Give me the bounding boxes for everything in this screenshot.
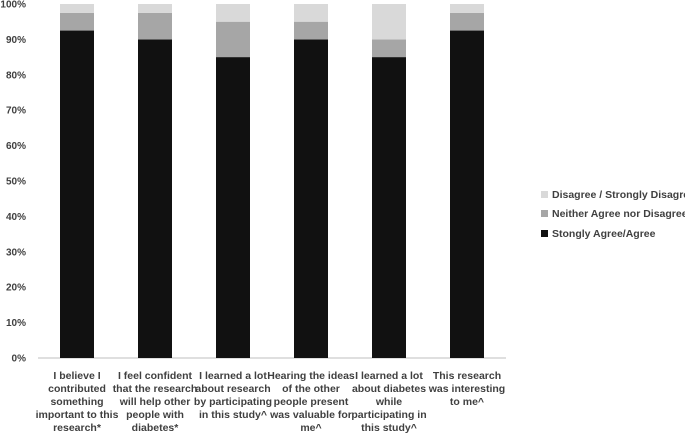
y-tick-label: 30% xyxy=(6,247,26,258)
y-tick-label: 60% xyxy=(6,141,26,152)
x-category-label: I learned a lot about research by particip… xyxy=(194,370,272,421)
bars xyxy=(60,4,484,359)
bar-segment xyxy=(60,12,94,31)
legend-swatch xyxy=(541,210,548,217)
y-tick-label: 100% xyxy=(0,0,26,11)
x-category-label: I feel confident that the research will he… xyxy=(113,370,198,434)
bar-segment xyxy=(216,4,250,22)
bar-segment xyxy=(294,39,328,359)
bar-segment xyxy=(60,30,94,359)
x-category-label: Hearing the ideas of the other people pres… xyxy=(267,370,355,434)
y-tick-label: 50% xyxy=(6,177,26,188)
y-tick-label: 90% xyxy=(6,35,26,46)
bar-segment xyxy=(294,21,328,40)
bar-segment xyxy=(450,4,484,13)
y-tick-label: 80% xyxy=(6,70,26,81)
legend-entry-label: Stongly Agree/Agree xyxy=(552,228,656,240)
bar-segment xyxy=(216,21,250,58)
y-tick-label: 0% xyxy=(12,354,27,365)
legend-entry-label: Disagree / Strongly Disagree xyxy=(552,189,685,201)
y-tick-label: 10% xyxy=(6,318,26,329)
legend: Disagree / Strongly Disagree Neither Agre… xyxy=(541,189,685,240)
bar-segment xyxy=(372,57,406,358)
bar-segment xyxy=(372,4,406,40)
y-tick-label: 20% xyxy=(6,283,26,294)
bar-segment xyxy=(372,39,406,58)
x-category-label: I learned a lot about diabetes while partic… xyxy=(351,370,426,434)
y-tick-label: 40% xyxy=(6,212,26,223)
legend-entry-label: Neither Agree nor Disagree xyxy=(552,208,685,220)
bar-segment xyxy=(294,4,328,22)
bar-segment xyxy=(138,39,172,359)
bar-segment xyxy=(138,4,172,13)
legend-swatch xyxy=(541,230,548,237)
bar-segment xyxy=(138,12,172,40)
bar-segment xyxy=(216,57,250,358)
y-axis: 0% 10% 20% 30% 40% 50% 60% 70% 80% 90% 100% xyxy=(0,0,506,365)
x-category-label: This research was interesting to me^ xyxy=(428,370,505,408)
bar-segment xyxy=(60,4,94,13)
legend-swatch xyxy=(541,191,548,198)
bar-segment xyxy=(450,12,484,31)
bar-segment xyxy=(450,30,484,359)
y-tick-label: 70% xyxy=(6,106,26,117)
